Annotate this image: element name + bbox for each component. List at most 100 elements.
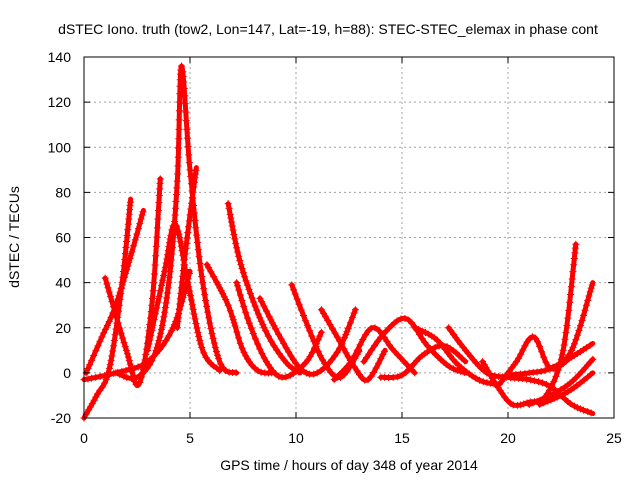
data-point	[106, 361, 114, 369]
data-point	[117, 329, 125, 337]
data-point	[258, 350, 266, 358]
data-point	[534, 338, 542, 346]
data-point	[453, 366, 461, 374]
data-point	[105, 371, 113, 379]
data-point	[472, 374, 480, 382]
data-point	[177, 302, 185, 310]
data-point	[155, 337, 163, 345]
data-point	[180, 261, 188, 269]
data-point	[126, 365, 134, 373]
data-point	[238, 265, 246, 273]
data-point	[237, 261, 245, 269]
data-point	[192, 166, 200, 174]
data-point	[228, 222, 236, 230]
data-point	[537, 367, 545, 375]
data-point	[567, 283, 575, 291]
data-point	[224, 301, 232, 309]
data-point	[241, 273, 249, 281]
data-point	[202, 296, 210, 304]
data-point	[111, 308, 119, 316]
series-sat-8	[203, 261, 278, 377]
data-point	[256, 314, 264, 322]
data-point	[308, 332, 316, 340]
data-point	[180, 78, 188, 86]
data-point	[231, 322, 239, 330]
data-point	[379, 351, 387, 359]
data-point	[351, 351, 359, 359]
data-point	[565, 351, 573, 359]
data-point	[401, 314, 409, 322]
data-point	[175, 116, 183, 124]
data-point	[316, 332, 324, 340]
data-point	[90, 352, 98, 360]
data-point	[580, 311, 588, 319]
data-point	[582, 301, 590, 309]
data-point	[137, 215, 145, 223]
data-point	[128, 248, 136, 256]
data-point	[110, 369, 118, 377]
data-point	[245, 285, 253, 293]
data-point	[304, 322, 312, 330]
data-point	[121, 273, 129, 281]
data-point	[190, 310, 198, 318]
data-point	[206, 319, 214, 327]
data-point	[446, 363, 454, 371]
data-point	[127, 251, 135, 259]
data-point	[235, 286, 243, 294]
data-point	[360, 358, 368, 366]
data-point	[372, 364, 380, 372]
data-point	[356, 341, 364, 349]
data-point	[183, 234, 191, 242]
data-point	[498, 389, 506, 397]
series-sat-9	[224, 200, 303, 376]
data-point	[275, 372, 283, 380]
data-point	[149, 353, 157, 361]
data-point	[238, 344, 246, 352]
data-point	[175, 107, 183, 115]
data-point	[330, 376, 338, 384]
data-point	[566, 400, 574, 408]
data-point	[260, 302, 268, 310]
data-point	[94, 390, 102, 398]
data-point	[205, 264, 213, 272]
series-sat-23	[536, 370, 596, 408]
data-point	[190, 178, 198, 186]
data-point	[123, 237, 131, 245]
data-point	[335, 337, 343, 345]
data-point	[588, 281, 596, 289]
data-point	[138, 361, 146, 369]
data-point	[214, 351, 222, 359]
data-point	[328, 356, 336, 364]
data-point	[415, 325, 423, 333]
data-point	[348, 313, 356, 321]
data-point	[167, 232, 175, 240]
data-point	[176, 82, 184, 90]
data-point	[254, 310, 262, 318]
data-point	[343, 328, 351, 336]
x-tick-label: 20	[500, 430, 516, 446]
x-tick-label: 0	[80, 430, 88, 446]
data-point	[561, 335, 569, 343]
data-point	[367, 372, 375, 380]
data-point	[191, 315, 199, 323]
data-point	[584, 408, 592, 416]
y-tick-label: 40	[55, 275, 71, 291]
data-point	[193, 324, 201, 332]
data-point	[155, 292, 163, 300]
data-point	[563, 322, 571, 330]
data-point	[156, 175, 164, 183]
data-point	[371, 324, 379, 332]
data-point	[587, 284, 595, 292]
data-point	[105, 288, 113, 296]
data-point	[159, 317, 167, 325]
data-point	[210, 273, 218, 281]
data-point	[122, 366, 130, 374]
data-point	[533, 368, 541, 376]
data-point	[531, 377, 538, 385]
data-point	[125, 258, 133, 266]
data-point	[173, 314, 181, 322]
data-point	[569, 268, 577, 276]
data-point	[536, 400, 544, 408]
data-point	[570, 402, 578, 410]
data-point	[242, 277, 250, 285]
